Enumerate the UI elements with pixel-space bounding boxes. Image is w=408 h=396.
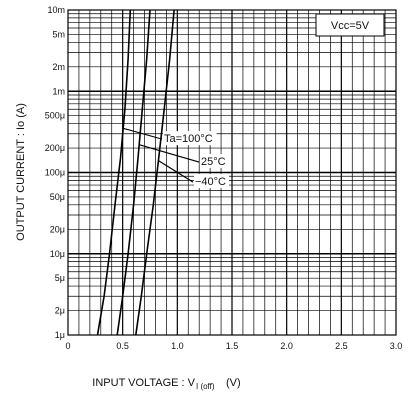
y-tick-label: 5m xyxy=(52,29,65,39)
y-tick-label: 2m xyxy=(52,62,65,72)
x-tick-label: 1.5 xyxy=(226,341,239,351)
series-annotations: Ta=100°C 25°C −40°C xyxy=(123,127,229,189)
x-tick-label: 0 xyxy=(65,341,70,351)
x-tick-label: 0.5 xyxy=(116,341,129,351)
x-axis-title: INPUT VOLTAGE : V xyxy=(92,377,195,389)
series-annotation-label: −40°C xyxy=(195,176,226,188)
annotation-leader-2 xyxy=(158,160,194,183)
y-tick-label: 10μ xyxy=(50,249,65,259)
y-tick-label: 10m xyxy=(47,5,65,15)
series-line-2 xyxy=(135,9,175,336)
y-tick-label: 500μ xyxy=(45,111,65,121)
series-curves xyxy=(96,9,175,336)
annotation-leader-1 xyxy=(139,144,200,163)
condition-legend-box xyxy=(315,13,385,37)
x-axis-tick-labels: 0 0.5 1.0 1.5 2.0 2.5 3.0 xyxy=(65,341,402,351)
annotation-backdrop-1 xyxy=(200,154,229,169)
x-axis-title-subscript: I (off) xyxy=(196,382,215,391)
plot-frame xyxy=(67,9,397,336)
y-tick-label: 100μ xyxy=(45,168,65,178)
annotation-backdrop-2 xyxy=(194,174,229,189)
x-tick-label: 2.0 xyxy=(280,341,293,351)
condition-legend: Vcc=5V xyxy=(315,13,385,37)
y-tick-label: 50μ xyxy=(50,192,65,202)
x-tick-label: 1.0 xyxy=(171,341,184,351)
y-tick-label: 1m xyxy=(52,86,65,96)
y-tick-label: 20μ xyxy=(50,224,65,234)
y-tick-label: 200μ xyxy=(45,143,65,153)
series-annotation-label: 25°C xyxy=(201,156,226,168)
x-tick-label: 2.5 xyxy=(335,341,348,351)
y-tick-label: 2μ xyxy=(55,306,65,316)
condition-legend-label: Vcc=5V xyxy=(331,20,370,32)
annotation-backdrop-0 xyxy=(163,131,217,146)
series-line-0 xyxy=(96,9,132,336)
x-axis-title-unit: (V) xyxy=(226,377,241,389)
series-line-1 xyxy=(116,9,151,336)
annotation-leader-0 xyxy=(123,127,163,140)
y-tick-label: 5μ xyxy=(55,273,65,283)
y-axis-tick-labels: 1μ 2μ 5μ 10μ 20μ 50μ 100μ 200μ 500μ 1m 2m 5m 10m xyxy=(45,5,65,340)
y-tick-label: 1μ xyxy=(55,330,65,340)
y-axis-title: OUTPUT CURRENT : Io (A) xyxy=(15,103,27,241)
x-tick-label: 3.0 xyxy=(390,341,403,351)
series-annotation-label: Ta=100°C xyxy=(164,133,213,145)
